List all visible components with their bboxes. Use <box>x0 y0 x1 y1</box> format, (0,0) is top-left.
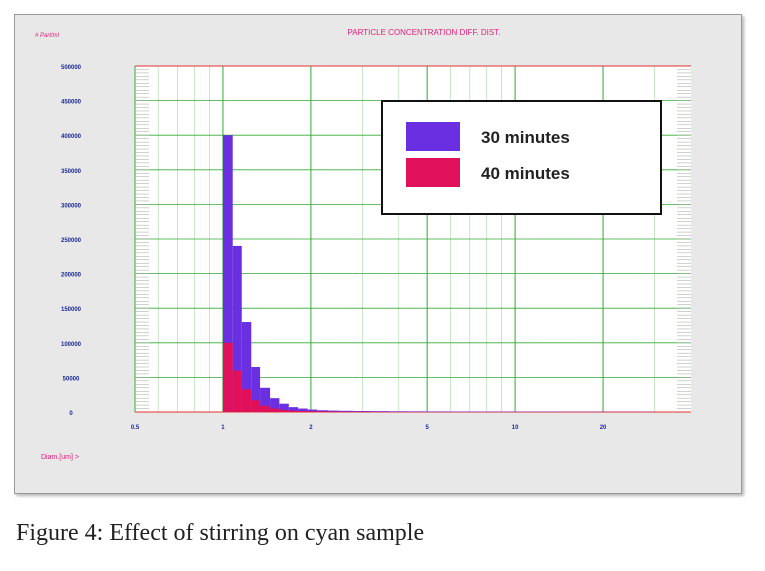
bars <box>222 135 655 412</box>
y-tick-label: 350000 <box>61 169 82 175</box>
bar-30-minutes <box>328 410 340 412</box>
y-tick-label: 200000 <box>61 273 82 279</box>
bar-40-minutes <box>298 410 308 412</box>
bar-30-minutes <box>232 245 242 412</box>
bar-30-minutes <box>339 410 354 412</box>
bar-30-minutes <box>279 403 289 412</box>
x-tick-label: 20 <box>600 425 607 431</box>
y-tick-label: 100000 <box>61 342 82 348</box>
bar-40-minutes <box>317 411 329 412</box>
bar-30-minutes <box>270 398 280 412</box>
legend-swatch-40-minutes <box>406 158 460 187</box>
figure-caption: Figure 4: Effect of stirring on cyan sam… <box>16 520 425 546</box>
y-tick-label: 450000 <box>61 100 82 106</box>
bar-40-minutes <box>232 370 242 412</box>
bar-30-minutes <box>353 411 371 412</box>
bar-40-minutes <box>279 409 289 412</box>
bar-30-minutes <box>370 411 389 412</box>
x-tick-label: 10 <box>512 425 519 431</box>
chart-panel: PARTICLE CONCENTRATION DIFF. DIST. # Par… <box>14 14 742 494</box>
y-tick-label: 50000 <box>63 376 80 382</box>
bar-30-minutes <box>307 409 318 412</box>
bar-30-minutes <box>388 411 409 412</box>
bar-40-minutes <box>288 410 299 412</box>
bar-40-minutes <box>260 405 271 412</box>
x-tick-label: 2 <box>309 425 313 431</box>
y-tick-label: 0 <box>69 411 73 417</box>
bar-30-minutes <box>260 387 271 412</box>
bar-30-minutes <box>427 411 451 412</box>
x-tick-label: 5 <box>425 425 429 431</box>
bar-30-minutes <box>251 367 261 412</box>
y-tick-label: 500000 <box>61 65 82 71</box>
x-tick-label: 1 <box>221 425 225 431</box>
legend-swatch-30-minutes <box>406 122 460 151</box>
bar-40-minutes <box>222 342 233 412</box>
x-tick-label: 0.5 <box>131 425 140 431</box>
y-axis-label: # Part/ml <box>35 33 60 39</box>
bar-40-minutes <box>251 400 261 412</box>
bar-40-minutes <box>307 411 318 412</box>
x-axis-label: Diam.[um] > <box>41 454 79 461</box>
legend-label-40-minutes: 40 minutes <box>481 164 570 183</box>
bar-40-minutes <box>270 408 280 412</box>
legend: 30 minutes 40 minutes <box>381 100 662 215</box>
chart-title: PARTICLE CONCENTRATION DIFF. DIST. <box>348 28 501 37</box>
bar-30-minutes <box>317 410 329 412</box>
ticks: 5000004500004000003500003000002500002000… <box>61 65 607 431</box>
legend-label-30-minutes: 30 minutes <box>481 128 570 147</box>
y-tick-label: 250000 <box>61 238 82 244</box>
y-tick-label: 300000 <box>61 203 82 209</box>
y-tick-label: 400000 <box>61 134 82 140</box>
legend-box <box>381 100 662 215</box>
y-tick-label: 150000 <box>61 307 82 313</box>
bar-30-minutes <box>222 135 233 412</box>
bar-30-minutes <box>298 408 308 412</box>
chart: PARTICLE CONCENTRATION DIFF. DIST. # Par… <box>35 28 691 461</box>
bar-30-minutes <box>408 411 428 412</box>
bar-40-minutes <box>241 389 252 412</box>
bar-30-minutes <box>241 322 252 412</box>
bar-30-minutes <box>288 407 299 412</box>
